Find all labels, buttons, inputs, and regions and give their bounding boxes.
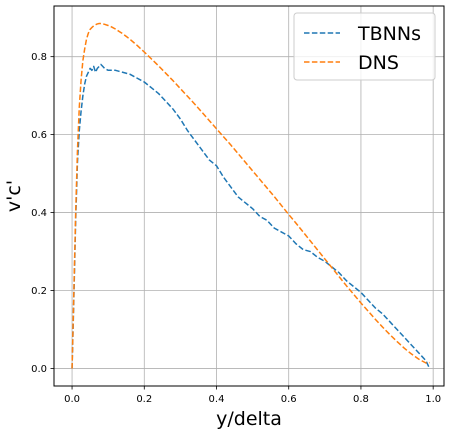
x-tick-label: 0.4 xyxy=(209,394,225,405)
legend-box xyxy=(293,12,436,81)
y-tick-label: 0.4 xyxy=(31,208,47,219)
series-lines xyxy=(71,22,431,369)
y-tick-label: 0.0 xyxy=(31,364,47,375)
y-tick-label: 0.8 xyxy=(31,52,47,63)
plot-area-frame xyxy=(53,5,445,387)
x-tick-label: 0.6 xyxy=(281,394,297,405)
x-tick-label: 0.8 xyxy=(353,394,369,405)
legend-label-tbnns: TBNNs xyxy=(357,23,421,45)
series-line-dns xyxy=(71,22,430,369)
x-axis-title: y/delta xyxy=(216,408,282,430)
y-axis-title: v'c' xyxy=(3,180,25,212)
axis-ticks: 0.0 0.2 0.4 0.6 0.8 1.0 0.0 0.2 0.4 0.6 0.8 xyxy=(31,52,441,405)
x-tick-label: 1.0 xyxy=(425,394,441,405)
legend-label-dns: DNS xyxy=(358,52,399,74)
x-tick-label: 0.0 xyxy=(64,394,80,405)
series-line-tbnns xyxy=(71,63,431,369)
y-tick-label: 0.6 xyxy=(31,130,47,141)
y-tick-label: 0.2 xyxy=(31,286,47,297)
legend: TBNNs DNS xyxy=(293,12,436,81)
x-tick-label: 0.2 xyxy=(136,394,152,405)
